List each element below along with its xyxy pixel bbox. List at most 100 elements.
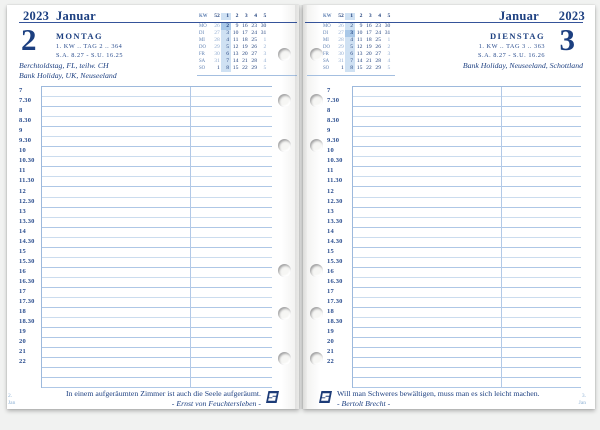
diary-page-left: 2023 Januar 2 MONTAG 1. KW .. TAG 2 .. 3…: [7, 5, 299, 409]
calendar-day-cell: 7: [345, 58, 355, 66]
schedule-row: [353, 258, 581, 268]
calendar-day-cell: 9: [235, 22, 239, 29]
calendar-day-cell: 25: [375, 36, 381, 43]
holiday-note: Berchtoldstag, FL, teilw. CH: [19, 61, 109, 70]
calendar-week-header: KW 52 1 2 3 4 5: [199, 13, 268, 21]
week-number: 52: [338, 13, 344, 19]
time-slot-label: 10: [19, 147, 26, 155]
schedule-row: [42, 318, 272, 329]
schedule-row: [42, 107, 272, 118]
calendar-day-cell: 4: [387, 58, 391, 65]
time-slot-label: 15.30: [19, 257, 35, 265]
week-number: 3: [244, 13, 248, 19]
calendar-day-cell: 29: [214, 44, 220, 51]
schedule-row: [353, 358, 581, 369]
calendar-day-cell: 29: [375, 65, 381, 72]
calendar-day-cell: 29: [251, 65, 257, 72]
schedule-row: [353, 228, 581, 238]
time-slot-label: 16.30: [19, 277, 35, 285]
calendar-row: DO 29 5 12 19 26 2: [323, 44, 392, 52]
day-number: 2: [21, 22, 37, 57]
calendar-day-cell: 23: [375, 22, 381, 29]
calendar-day-cell: 3: [221, 29, 231, 37]
time-slot-label: 11: [327, 167, 334, 175]
schedule-row: [353, 167, 581, 178]
schedule-row: [353, 157, 581, 168]
calendar-day-cell: 22: [242, 65, 248, 72]
calendar-day-cell: 13: [356, 51, 363, 58]
weekday-abbrev: DI: [199, 30, 205, 36]
quote-block: Will man Schweres bewältigen, muss man e…: [319, 389, 540, 408]
weekday-abbrev: SO: [199, 66, 206, 72]
punch-hole: [278, 139, 291, 152]
calendar-day-cell: 6: [221, 51, 231, 59]
schedule-row: [353, 208, 581, 218]
mini-calendar-underline: [197, 75, 297, 76]
schedule-row: [42, 147, 272, 158]
calendar-day-cell: 18: [242, 36, 248, 43]
calendar-row: SO 1 8 15 22 29 5: [199, 65, 268, 73]
schedule-row: [353, 97, 581, 108]
calendar-day-cell: 28: [375, 58, 381, 65]
calendar-day-cell: 1: [263, 36, 267, 43]
calendar-day-cell: 17: [242, 29, 248, 36]
quote-line: In einem aufgeräumten Zimmer ist auch di…: [65, 389, 261, 398]
time-slot-label: 22: [327, 358, 334, 366]
calendar-week-header: KW 52 1 2 3 4 5: [323, 13, 392, 21]
weekday-abbrev: FR: [199, 52, 205, 58]
holiday-notes: Berchtoldstag, FL, teilw. CH Bank Holiday…: [19, 61, 117, 81]
time-slot-label: 7.30: [327, 97, 340, 105]
calendar-day-cell: 24: [251, 29, 257, 36]
time-slot-label: 18.30: [19, 318, 35, 326]
time-slot-label: 15.30: [327, 257, 343, 265]
weekday-abbrev: MI: [199, 37, 205, 43]
calendar-day-cell: 19: [242, 44, 248, 51]
time-slot-label: 18: [19, 308, 26, 316]
calendar-day-cell: 3: [345, 29, 355, 37]
calendar-day-cell: 1: [217, 65, 220, 72]
holiday-note: Bank Holiday, Neuseeland, Schottland: [462, 61, 583, 70]
calendar-row: MO 26 2 9 16 23 30: [323, 22, 392, 30]
calendar-day-cell: 5: [345, 44, 355, 52]
schedule-row: [42, 187, 272, 198]
calendar-day-cell: 5: [221, 44, 231, 52]
weekday-abbrev: SO: [323, 66, 330, 72]
calendar-day-cell: 22: [366, 65, 372, 72]
time-slot-label: 14.30: [327, 237, 343, 245]
schedule-row: [42, 157, 272, 168]
corner-day: 3.: [581, 393, 586, 399]
schedule-row: [42, 328, 272, 339]
time-slot-label: 15: [19, 247, 26, 255]
calendar-day-cell: 16: [366, 22, 372, 29]
calendar-day-cell: 2: [221, 22, 231, 30]
week-number: 2: [235, 13, 239, 19]
holiday-notes: Bank Holiday, Neuseeland, Schottland: [463, 61, 583, 71]
year-label: 2023: [23, 9, 50, 23]
time-slot-label: 19: [327, 328, 334, 336]
month-title: Januar: [498, 9, 539, 23]
calendar-day-cell: 26: [251, 44, 257, 51]
time-slot-label: 15: [327, 247, 334, 255]
schedule-row: [353, 147, 581, 158]
schedule-row: [353, 308, 581, 319]
quote-author: - Bertolt Brecht -: [337, 398, 391, 408]
schedule-row: [353, 238, 581, 248]
page-corner-marker: 3. Jan: [579, 393, 586, 406]
time-slot-label: 10: [327, 147, 334, 155]
calendar-day-cell: 28: [251, 58, 257, 65]
schedule-row: [353, 198, 581, 208]
time-slot-label: 13: [19, 207, 26, 215]
time-slot-label: 9.30: [19, 137, 32, 145]
schedule-row: [42, 298, 272, 309]
punch-hole: [278, 352, 291, 365]
schedule-row: [353, 218, 581, 228]
schedule-row: [42, 278, 272, 288]
schedule-row: [42, 208, 272, 218]
week-number: 52: [214, 13, 220, 19]
mini-month-calendar: KW 52 1 2 3 4 5 MO 26 2 9 16 23 30 DI 27 3 10 17 24 31 MI 28 4 1…: [323, 13, 392, 73]
week-header-label: KW: [323, 14, 332, 19]
calendar-row: MO 26 2 9 16 23 30: [199, 22, 268, 30]
time-slot-label: 13.30: [327, 217, 343, 225]
time-slot-label: 14.30: [19, 237, 35, 245]
time-slot-label: 16: [19, 267, 26, 275]
